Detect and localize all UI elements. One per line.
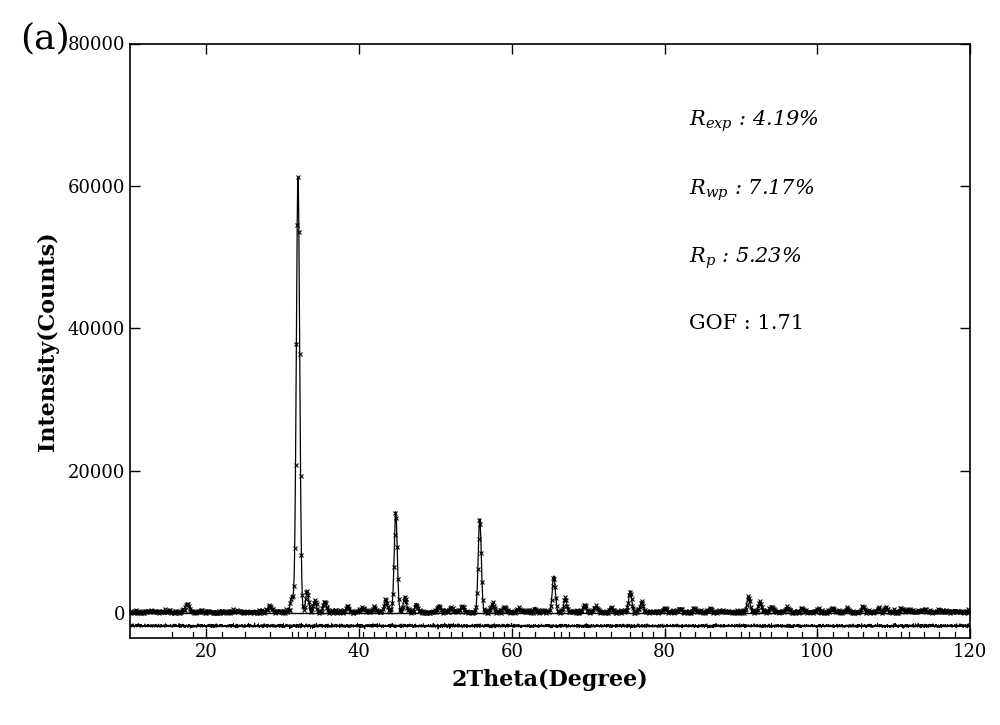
Text: (a): (a) (20, 22, 70, 56)
Text: GOF : 1.71: GOF : 1.71 (689, 314, 804, 333)
Text: $R_{p}$ : 5.23%: $R_{p}$ : 5.23% (689, 246, 801, 271)
X-axis label: 2Theta(Degree): 2Theta(Degree) (452, 669, 648, 692)
Text: $R_{exp}$ : 4.19%: $R_{exp}$ : 4.19% (689, 109, 819, 134)
Y-axis label: Intensity(Counts): Intensity(Counts) (37, 231, 59, 450)
Text: $R_{wp}$ : 7.17%: $R_{wp}$ : 7.17% (689, 178, 814, 203)
